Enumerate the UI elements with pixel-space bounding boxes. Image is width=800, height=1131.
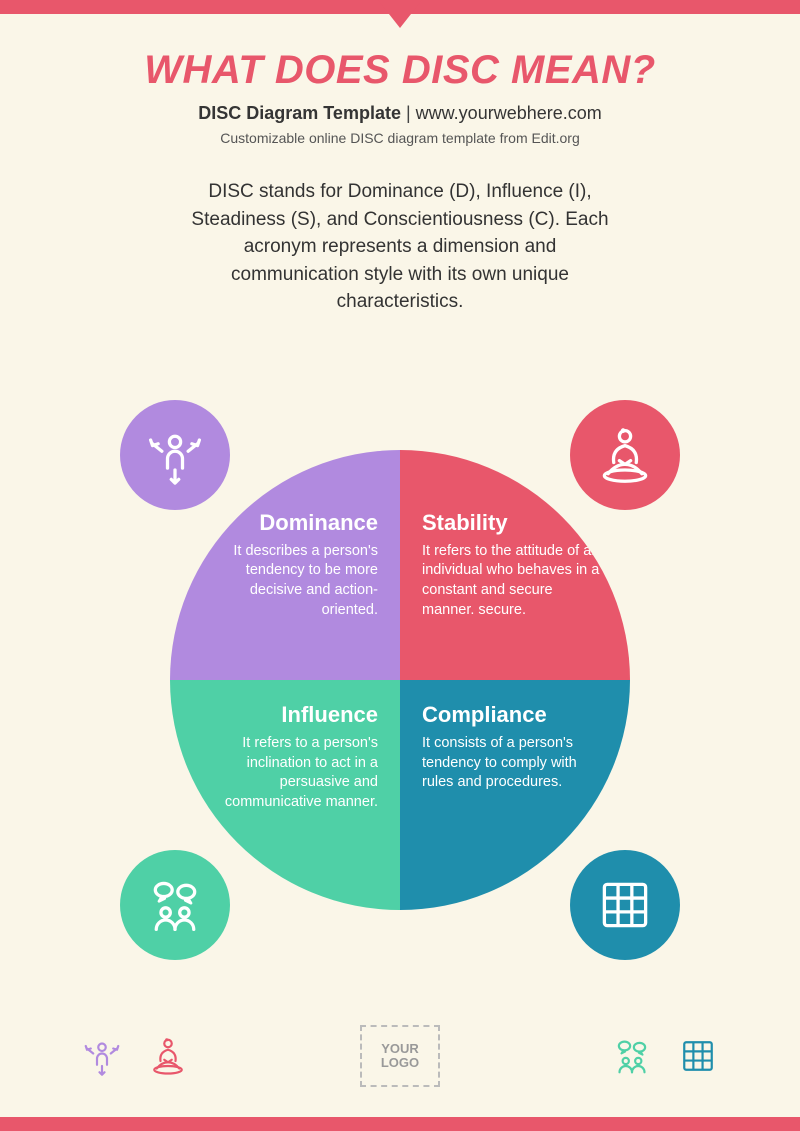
bottom-accent-bar bbox=[0, 1117, 800, 1131]
footer-icon-stability bbox=[146, 1034, 190, 1078]
footer-icon-dominance bbox=[80, 1034, 124, 1078]
quadrant-title: Compliance bbox=[422, 702, 547, 728]
footer-right-icons bbox=[610, 1034, 720, 1078]
people-talk-icon bbox=[612, 1036, 652, 1076]
person-arrows-icon bbox=[145, 425, 205, 485]
quadrant-title: Influence bbox=[281, 702, 378, 728]
subtitle-line: DISC Diagram Template | www.yourwebhere.… bbox=[60, 103, 740, 124]
badge-dominance bbox=[120, 400, 230, 510]
badge-influence bbox=[120, 850, 230, 960]
page-title: WHAT DOES DISC MEAN? bbox=[60, 48, 740, 93]
quadrant-title: Stability bbox=[422, 510, 508, 536]
quadrant-desc: It refers to the attitude of an individu… bbox=[422, 542, 600, 620]
subtitle-divider: | bbox=[406, 103, 416, 123]
person-arrows-icon bbox=[82, 1036, 122, 1076]
badge-compliance bbox=[570, 850, 680, 960]
footer-left-icons bbox=[80, 1034, 190, 1078]
grid-icon bbox=[595, 875, 655, 935]
subtitle-bold: DISC Diagram Template bbox=[198, 103, 401, 123]
logo-placeholder: YOUR LOGO bbox=[360, 1025, 440, 1087]
grid-icon bbox=[678, 1036, 718, 1076]
quadrant-desc: It refers to a person's inclination to a… bbox=[200, 734, 378, 812]
meditation-icon bbox=[595, 425, 655, 485]
subtitle-url: www.yourwebhere.com bbox=[416, 103, 602, 123]
quadrant-title: Dominance bbox=[259, 510, 378, 536]
top-notch bbox=[378, 0, 422, 28]
header: WHAT DOES DISC MEAN? DISC Diagram Templa… bbox=[0, 48, 800, 146]
disc-diagram: Dominance It describes a person's tenden… bbox=[120, 400, 680, 960]
quadrant-circle: Dominance It describes a person's tenden… bbox=[170, 450, 630, 910]
people-talk-icon bbox=[145, 875, 205, 935]
infographic-page: WHAT DOES DISC MEAN? DISC Diagram Templa… bbox=[0, 0, 800, 1131]
badge-stability bbox=[570, 400, 680, 510]
quadrant-desc: It consists of a person's tendency to co… bbox=[422, 734, 600, 793]
intro-paragraph: DISC stands for Dominance (D), Influence… bbox=[190, 178, 610, 316]
footer: YOUR LOGO bbox=[0, 1021, 800, 1091]
footer-icon-compliance bbox=[676, 1034, 720, 1078]
tagline: Customizable online DISC diagram templat… bbox=[60, 130, 740, 146]
footer-icon-influence bbox=[610, 1034, 654, 1078]
meditation-icon bbox=[148, 1036, 188, 1076]
quadrant-desc: It describes a person's tendency to be m… bbox=[200, 542, 378, 620]
